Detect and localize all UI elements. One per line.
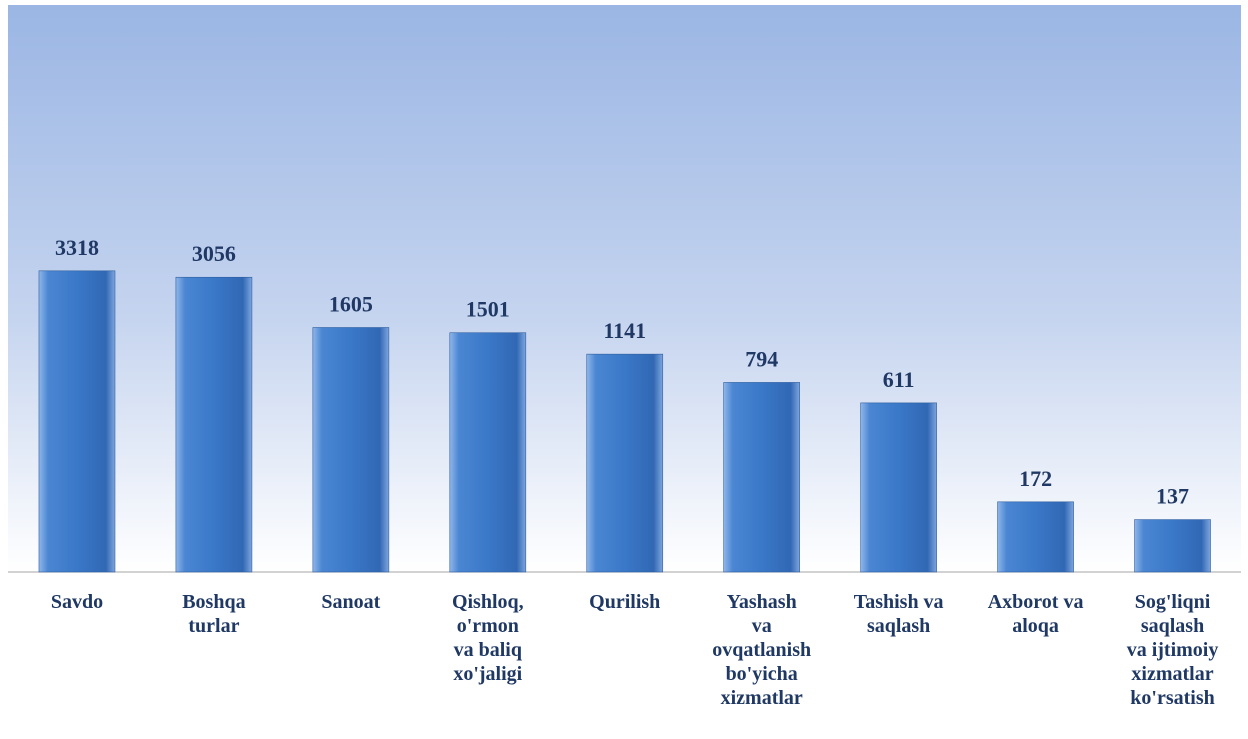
x-tick-label: Sanoat xyxy=(321,591,381,613)
x-tick-label: Boshqa turlar xyxy=(182,591,246,637)
bar xyxy=(1134,519,1211,573)
value-label: 1501 xyxy=(466,297,510,322)
x-tick-label: Tashish va saqlash xyxy=(853,591,944,637)
value-label: 1605 xyxy=(329,292,373,317)
value-label: 794 xyxy=(745,346,778,371)
x-tick-label: Qurilish xyxy=(589,591,661,613)
value-label: 137 xyxy=(1156,484,1189,509)
bar xyxy=(449,332,527,573)
value-label: 3056 xyxy=(192,241,236,266)
bar xyxy=(38,270,116,573)
value-label: 3318 xyxy=(55,235,99,260)
bar xyxy=(723,382,800,573)
x-tick-label: Axborot va aloqa xyxy=(987,591,1084,637)
x-tick-label: Savdo xyxy=(50,591,104,613)
x-tick-label: Qishloq, o'rmon va baliq xo'jaligi xyxy=(451,591,524,685)
value-label: 611 xyxy=(883,367,915,392)
value-label: 1141 xyxy=(603,318,646,343)
bar xyxy=(175,276,253,573)
x-tick-label: Sog'liqni saqlash va ijtimoiy xizmatlar … xyxy=(1126,591,1219,709)
bar xyxy=(860,402,937,573)
x-tick-label: Yashash va ovqatlanish bo'yicha xizmatla… xyxy=(712,591,812,709)
bar xyxy=(586,353,664,573)
bar xyxy=(312,327,390,573)
value-label: 172 xyxy=(1019,466,1052,491)
bar xyxy=(997,501,1074,573)
